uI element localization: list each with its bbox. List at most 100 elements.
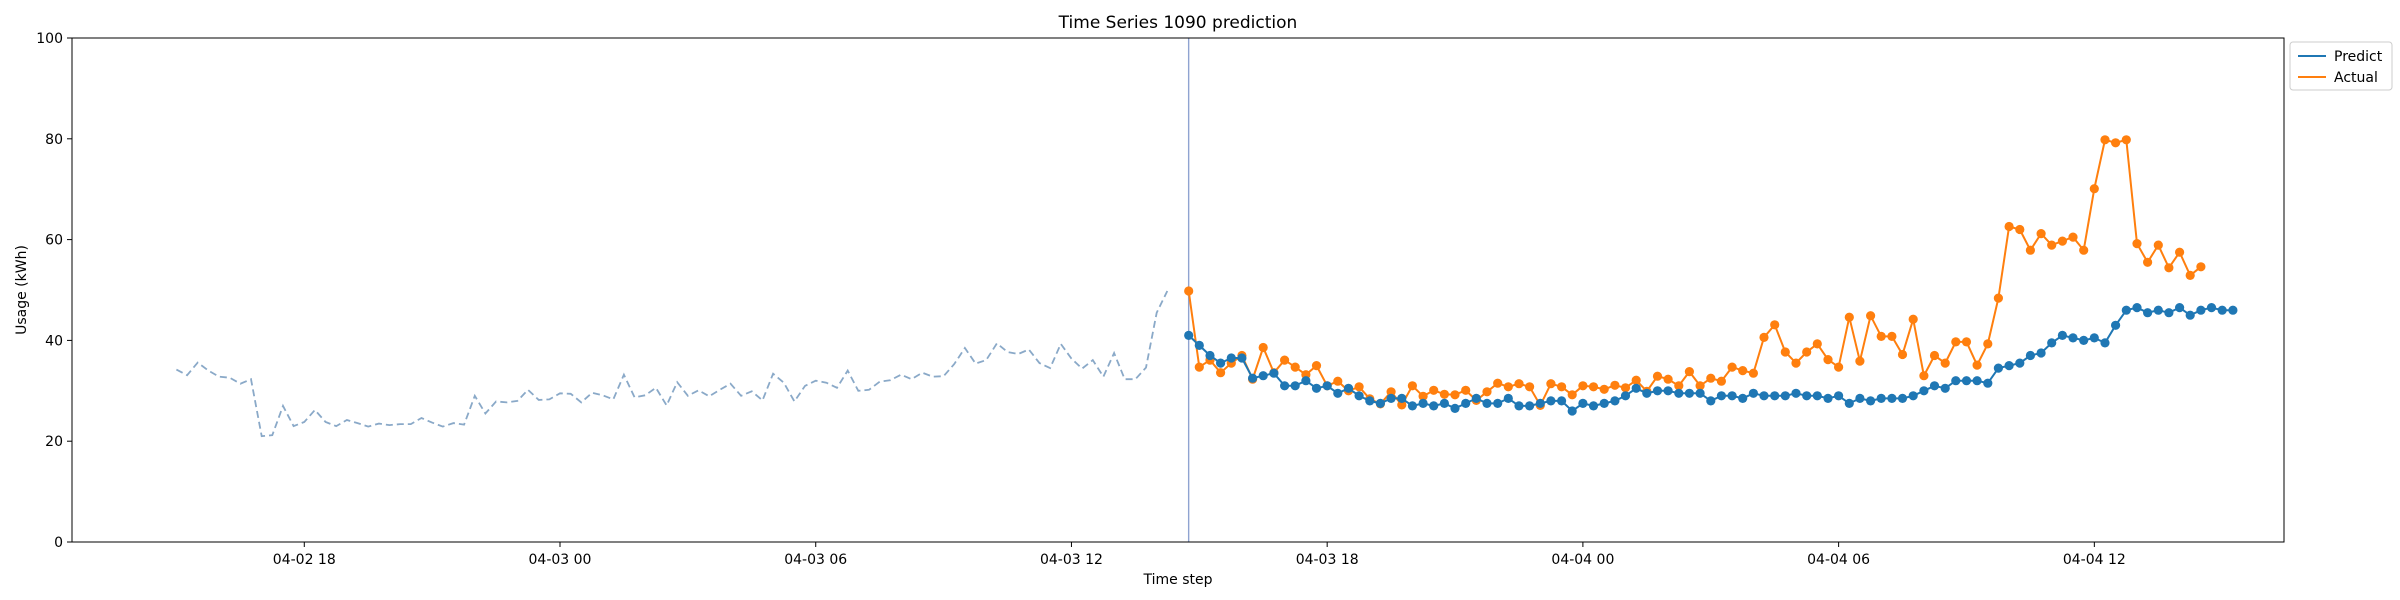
data-point-predict xyxy=(1461,398,1471,408)
data-point-predict xyxy=(1578,398,1588,408)
data-point-predict xyxy=(1514,401,1524,411)
data-point-actual xyxy=(1216,368,1226,378)
data-point-predict xyxy=(1237,353,1247,363)
data-point-predict xyxy=(1908,391,1918,401)
data-point-actual xyxy=(1684,367,1694,377)
data-point-predict xyxy=(1546,396,1556,406)
data-point-actual xyxy=(1620,383,1631,393)
y-tick-label: 80 xyxy=(45,132,63,148)
data-point-predict xyxy=(1397,393,1407,403)
data-point-predict xyxy=(1482,398,1492,408)
data-point-predict xyxy=(1418,398,1428,408)
data-point-predict xyxy=(1759,391,1769,401)
data-point-predict xyxy=(2079,335,2089,345)
data-point-actual xyxy=(1727,362,1737,372)
data-point-actual xyxy=(1567,390,1577,400)
data-point-predict xyxy=(2132,303,2142,313)
data-point-predict xyxy=(1727,391,1737,401)
data-point-predict xyxy=(1226,353,1236,363)
data-point-predict xyxy=(2015,358,2025,368)
x-axis: 04-02 18 04-03 00 04-03 06 04-03 12 04-03 18… xyxy=(273,542,2126,568)
data-point-actual xyxy=(1823,355,1833,365)
data-point-predict xyxy=(2121,305,2131,315)
data-point-actual xyxy=(1290,362,1300,372)
data-point-predict xyxy=(1993,363,2003,373)
data-point-actual xyxy=(1929,350,1940,361)
x-tick-label: 04-02 18 xyxy=(273,552,336,568)
data-point-actual xyxy=(1748,368,1758,378)
data-point-actual xyxy=(1802,347,1812,357)
data-point-predict xyxy=(1290,381,1300,391)
data-point-predict xyxy=(1375,398,1385,408)
data-point-predict xyxy=(1567,406,1577,416)
data-point-actual xyxy=(1983,339,1993,349)
data-point-actual xyxy=(1354,382,1364,392)
data-point-predict xyxy=(1354,391,1364,401)
data-point-predict xyxy=(2143,308,2153,318)
data-point-actual xyxy=(1503,382,1513,392)
y-tick-label: 60 xyxy=(45,233,63,249)
data-point-actual xyxy=(2079,245,2089,255)
data-point-predict xyxy=(2025,350,2035,361)
data-point-actual xyxy=(1311,361,1322,371)
x-axis-title: Time step xyxy=(1143,572,1213,588)
data-point-actual xyxy=(2089,184,2099,194)
data-point-predict xyxy=(1333,388,1343,398)
plot-area xyxy=(175,38,2238,542)
legend-label-actual: Actual xyxy=(2334,70,2378,86)
data-point-actual xyxy=(2036,229,2046,239)
data-point-predict xyxy=(1706,396,1716,406)
data-point-actual xyxy=(1482,387,1492,397)
data-point-actual xyxy=(1525,382,1535,392)
data-point-predict xyxy=(1439,398,1449,408)
data-point-actual xyxy=(2153,240,2163,250)
data-point-actual xyxy=(1855,356,1865,366)
data-point-predict xyxy=(1929,381,1940,391)
data-point-predict xyxy=(1834,391,1844,401)
data-point-predict xyxy=(1386,393,1396,403)
data-point-actual xyxy=(1716,376,1726,386)
data-point-actual xyxy=(1333,376,1343,386)
data-point-predict xyxy=(1844,398,1854,408)
data-point-actual xyxy=(1184,286,1194,296)
data-point-predict xyxy=(1194,340,1204,350)
data-point-predict xyxy=(1738,393,1748,403)
data-point-predict xyxy=(1588,401,1599,411)
data-point-actual xyxy=(2004,221,2014,232)
data-point-predict xyxy=(2217,305,2227,315)
data-point-actual xyxy=(1695,381,1705,391)
data-point-predict xyxy=(2004,361,2014,371)
data-point-predict xyxy=(1216,358,1226,368)
data-point-actual xyxy=(1940,358,1950,368)
data-point-actual xyxy=(1280,355,1290,365)
data-point-actual xyxy=(1631,375,1641,385)
data-point-actual xyxy=(2025,245,2035,255)
data-point-predict xyxy=(1525,401,1535,411)
data-point-predict xyxy=(2089,333,2099,343)
data-point-actual xyxy=(1887,331,1897,341)
data-point-predict xyxy=(1535,398,1545,408)
data-point-actual xyxy=(1972,360,1982,370)
data-point-predict xyxy=(2196,305,2206,315)
data-point-actual xyxy=(1557,382,1567,392)
data-point-predict xyxy=(1407,401,1417,411)
data-point-predict xyxy=(1748,388,1758,398)
data-point-predict xyxy=(1450,403,1460,413)
data-point-predict xyxy=(1493,398,1503,408)
data-point-actual xyxy=(2100,135,2110,145)
legend: Predict Actual xyxy=(2289,41,2393,91)
data-point-predict xyxy=(1983,378,1993,388)
data-point-actual xyxy=(1866,311,1876,321)
data-point-predict xyxy=(1770,391,1780,401)
data-point-actual xyxy=(1439,389,1449,399)
data-point-predict xyxy=(1780,391,1790,401)
data-point-predict xyxy=(2164,308,2174,318)
y-axis-title: Usage (kWh) xyxy=(14,245,30,335)
data-point-predict xyxy=(1599,398,1609,408)
data-point-predict xyxy=(1258,371,1268,381)
plot-frame xyxy=(71,37,2285,543)
data-point-predict xyxy=(1269,368,1279,378)
data-point-actual xyxy=(1461,385,1471,395)
data-point-predict xyxy=(2228,305,2238,315)
data-point-actual xyxy=(1546,379,1556,389)
